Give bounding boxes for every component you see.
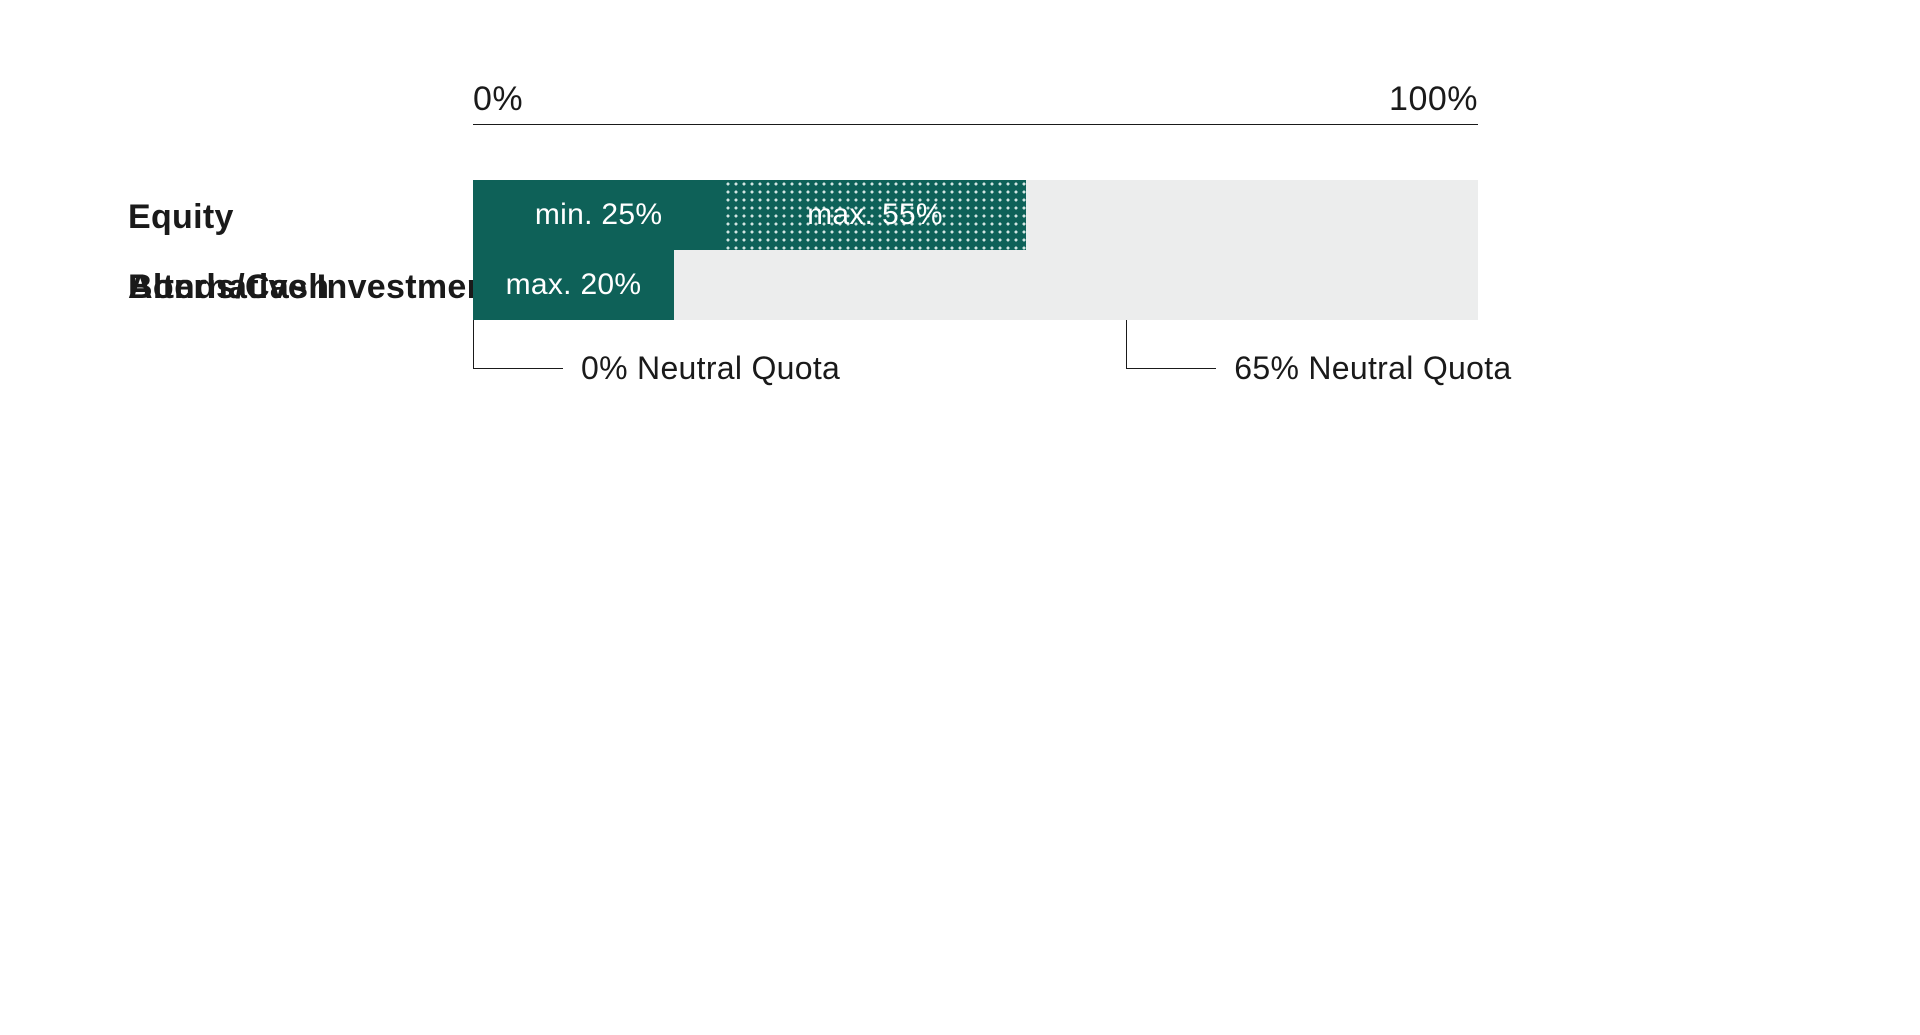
segment-label: min. 25% <box>535 198 662 232</box>
bar-segment-max: max. 20% <box>473 250 674 320</box>
category-label: Equity <box>128 198 234 237</box>
axis-max-label: 100% <box>1389 80 1478 119</box>
allocation-chart: 0% 100% Equity min. 25% max. 55% 35% Neu… <box>128 80 1478 250</box>
bar-segment-min: min. 25% <box>473 180 724 250</box>
bar-track: min. 25% max. 55% <box>473 180 1478 250</box>
bar-segment-max: max. 55% <box>724 180 1026 250</box>
neutral-quota-callout: 0% Neutral Quota <box>473 320 1478 400</box>
bar-track: max. 20% <box>473 250 1478 320</box>
callout-line <box>473 320 474 368</box>
axis-line <box>473 124 1478 125</box>
category-label: Alternative Investments <box>128 268 518 307</box>
axis-min-label: 0% <box>473 80 523 119</box>
segment-label: max. 20% <box>506 268 642 302</box>
axis: 0% 100% <box>128 80 1478 140</box>
callout-line <box>473 368 563 369</box>
neutral-quota-label: 0% Neutral Quota <box>581 350 840 387</box>
segment-label: max. 55% <box>807 198 943 232</box>
